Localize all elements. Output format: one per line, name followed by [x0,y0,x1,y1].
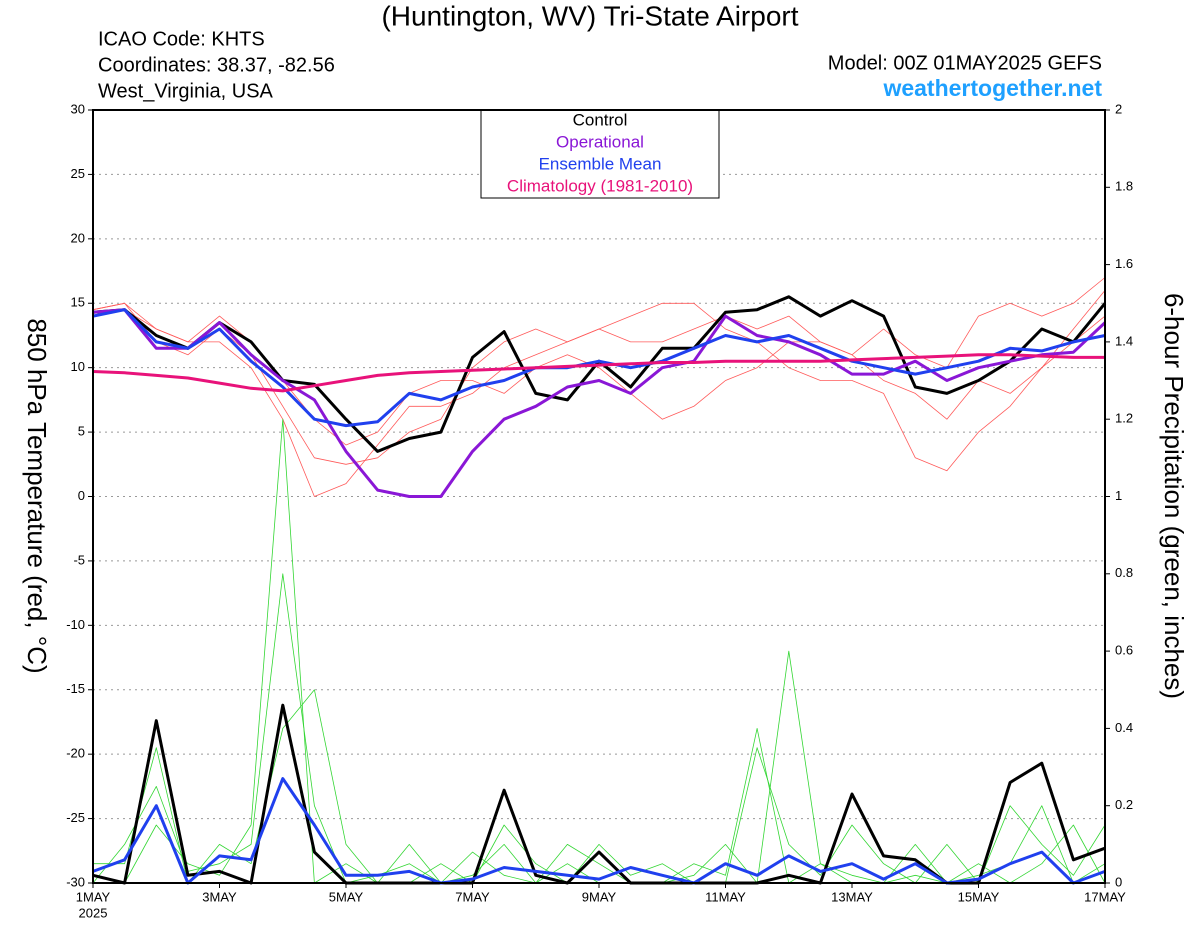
y-tick-label: -10 [66,617,85,632]
x-tick-label: 17MAY [1084,889,1126,904]
y2-tick-label: 0.8 [1115,565,1133,580]
legend-box [480,109,720,199]
y2-tick-label: 0.4 [1115,720,1133,735]
x-tick-label: 5MAY [329,889,364,904]
temp-line [92,353,1105,393]
y-tick-label: 30 [71,101,85,116]
y-tick-label: 0 [78,488,85,503]
y-axis-label: 850 hPa Temperature (red, °C) [22,318,52,673]
y2-tick-label: 1.6 [1115,256,1133,271]
y-tick-label: 20 [71,230,85,245]
x-tick-label: 7MAY [455,889,490,904]
website: weathertogether.net [882,75,1102,101]
y2-tick-label: 1.2 [1115,411,1133,426]
station-info: ICAO Code: KHTS [98,28,265,50]
y-tick-label: -5 [73,552,85,567]
x-tick-label: 15MAY [958,889,1000,904]
temp-line [92,308,1107,498]
x-tick-label: 1MAY [76,889,111,904]
chart-title: (Huntington, WV) Tri-State Airport [381,0,798,31]
y2-tick-label: 2 [1115,101,1122,116]
y-tick-label: -25 [66,810,85,825]
precip-line [92,777,1106,885]
y2-axis-label: 6-hour Precipitation (green, inches) [1159,293,1189,699]
y-tick-label: -20 [66,746,85,761]
station-info: West_Virginia, USA [98,80,274,102]
y2-tick-label: 1 [1115,488,1122,503]
y2-tick-label: 0.2 [1115,797,1133,812]
y2-tick-label: 0.6 [1115,643,1133,658]
y-tick-label: 25 [71,166,85,181]
temp-line [92,308,1106,428]
year-label: 2025 [79,905,108,920]
y-tick-label: -15 [66,681,85,696]
x-tick-label: 11MAY [705,889,746,904]
station-info: Coordinates: 38.37, -82.56 [98,54,335,76]
plot-frame [92,109,1106,884]
precip-line [92,703,1106,885]
temp-line [92,295,1107,453]
x-tick-label: 9MAY [582,889,617,904]
precip-line [92,418,1106,884]
model-info: Model: 00Z 01MAY2025 GEFS [828,52,1102,74]
y2-tick-label: 1.4 [1115,333,1133,348]
precip-line [92,573,1106,884]
x-tick-label: 13MAY [831,889,873,904]
y-tick-label: 10 [71,359,85,374]
legend-entry: Ensemble Mean [539,154,662,173]
y-tick-label: -30 [66,874,85,889]
y2-tick-label: 0 [1115,874,1122,889]
temp-line [92,302,1106,497]
legend-entry: Control [573,110,628,129]
y-tick-label: 15 [71,295,85,310]
x-tick-label: 3MAY [202,889,237,904]
legend-entry: Climatology (1981-2010) [507,176,693,195]
y-tick-label: 5 [78,424,85,439]
y2-tick-label: 1.8 [1115,179,1133,194]
legend-entry: Operational [556,132,644,151]
